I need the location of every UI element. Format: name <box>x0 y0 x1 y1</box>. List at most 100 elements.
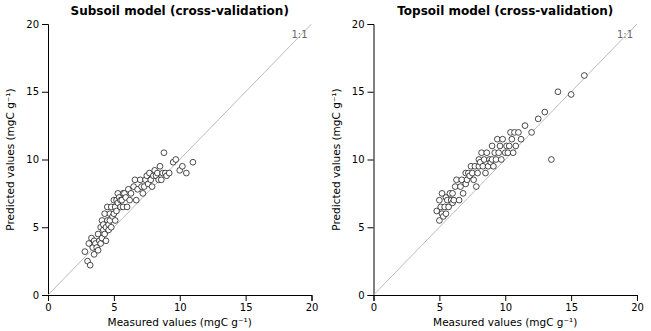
x-tick-label: 10 <box>174 302 187 313</box>
point <box>157 163 163 169</box>
x-tick: 20 <box>631 295 644 313</box>
y-tick-label: 15 <box>352 86 365 97</box>
point <box>581 73 587 79</box>
point <box>158 177 164 183</box>
plot-area <box>374 24 638 295</box>
y-tick-label: 10 <box>26 154 39 165</box>
point <box>542 109 548 115</box>
point <box>436 197 442 203</box>
y-tick-mark <box>368 227 374 228</box>
x-tick: 0 <box>371 295 377 313</box>
y-tick: 15 <box>26 86 48 97</box>
point <box>494 136 500 142</box>
point <box>535 116 541 122</box>
point <box>505 150 511 156</box>
y-tick: 5 <box>33 222 48 233</box>
point <box>475 170 481 176</box>
point <box>469 170 475 176</box>
point <box>161 150 167 156</box>
point <box>180 163 186 169</box>
point <box>506 143 512 149</box>
x-tick: 0 <box>45 295 51 313</box>
y-tick-label: 0 <box>33 290 39 301</box>
annotations: 1:1 <box>291 29 307 40</box>
title: Topsoil model (cross-validation) <box>397 4 613 18</box>
point <box>98 241 104 247</box>
point <box>190 159 196 165</box>
title: Subsoil model (cross-validation) <box>71 4 289 18</box>
point <box>493 157 499 163</box>
point <box>483 170 489 176</box>
line-label: 1:1 <box>617 29 633 40</box>
x-axis: 05101520 <box>45 295 318 313</box>
x-tick-mark <box>571 295 572 301</box>
reference-line <box>374 24 638 295</box>
y-tick: 10 <box>352 154 374 165</box>
annotations: 1:1 <box>617 29 633 40</box>
point <box>82 249 88 255</box>
point <box>454 177 460 183</box>
x-tick: 20 <box>306 295 319 313</box>
x-tick: 10 <box>174 295 187 313</box>
y-tick-mark <box>368 295 374 296</box>
point <box>102 211 108 217</box>
x-tick-label: 0 <box>45 302 51 313</box>
point <box>137 177 143 183</box>
point <box>154 170 160 176</box>
point <box>166 170 172 176</box>
y-tick-label: 5 <box>358 222 364 233</box>
x-tick-label: 20 <box>306 302 319 313</box>
plot-area <box>48 24 312 295</box>
point <box>548 157 554 163</box>
line-label: 1:1 <box>291 29 307 40</box>
points <box>82 150 196 268</box>
point <box>451 197 457 203</box>
x-tick-mark <box>439 295 440 301</box>
y-tick-label: 10 <box>352 154 365 165</box>
x-tick-mark <box>246 295 247 301</box>
points <box>434 73 587 224</box>
point <box>509 136 515 142</box>
point <box>497 143 503 149</box>
x-axis: 05101520 <box>371 295 644 313</box>
point <box>140 190 146 196</box>
point <box>500 136 506 142</box>
point <box>480 163 486 169</box>
point <box>473 184 479 190</box>
x-axis-title: Measured values (mgC g⁻¹) <box>108 316 252 328</box>
point <box>112 218 118 224</box>
x-axis-line <box>374 296 638 302</box>
x-tick-label: 5 <box>437 302 443 313</box>
y-tick: 5 <box>358 222 373 233</box>
point <box>510 150 516 156</box>
point <box>103 238 109 244</box>
y-axis: 0 5 10 15 20 <box>26 19 48 301</box>
point <box>127 197 133 203</box>
y-tick: 20 <box>352 19 374 30</box>
y-tick-mark <box>368 24 374 25</box>
point <box>149 184 155 190</box>
point <box>522 123 528 129</box>
y-tick: 0 <box>358 290 373 301</box>
point <box>491 163 497 169</box>
x-axis-line <box>49 296 313 302</box>
y-tick-mark <box>42 295 48 296</box>
point <box>518 136 524 142</box>
point <box>516 130 522 136</box>
y-tick: 15 <box>352 86 374 97</box>
point <box>458 184 464 190</box>
y-tick: 20 <box>26 19 48 30</box>
y-tick: 0 <box>33 290 48 301</box>
point <box>124 204 130 210</box>
point <box>484 150 490 156</box>
y-axis-line <box>42 25 49 296</box>
point <box>555 89 561 95</box>
panel: 05101520051015201:1Topsoil model (cross-… <box>330 4 644 328</box>
x-axis-title: Measured values (mgC g⁻¹) <box>433 316 577 328</box>
x-tick-mark <box>637 295 638 301</box>
y-tick-mark <box>42 24 48 25</box>
y-tick-label: 5 <box>33 222 39 233</box>
x-tick: 15 <box>565 295 578 313</box>
x-tick-label: 0 <box>371 302 377 313</box>
x-tick-mark <box>114 295 115 301</box>
